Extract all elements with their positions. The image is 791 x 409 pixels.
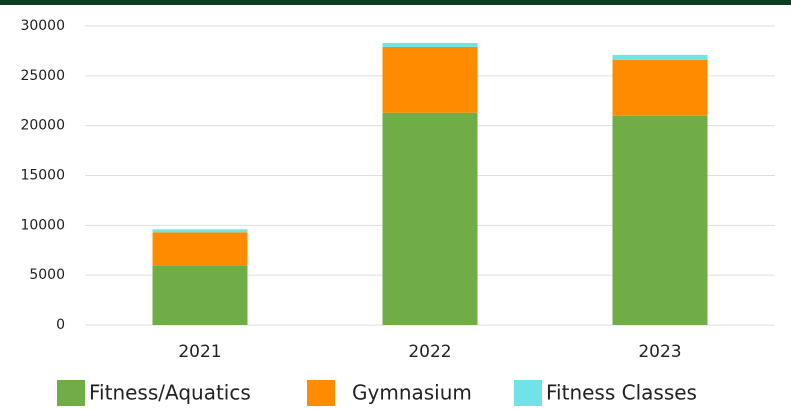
legend-swatch bbox=[514, 380, 542, 406]
x-tick-label: 2022 bbox=[408, 342, 451, 362]
y-tick-label: 0 bbox=[56, 317, 65, 333]
y-tick-label: 15000 bbox=[20, 168, 65, 184]
bar-segment bbox=[612, 59, 708, 116]
bar-segment bbox=[152, 265, 248, 325]
bar-segment bbox=[382, 112, 478, 326]
bar-segment bbox=[152, 232, 248, 266]
y-tick-label: 30000 bbox=[20, 18, 65, 34]
legend-label: Fitness/Aquatics bbox=[89, 381, 251, 405]
legend-label: Fitness Classes bbox=[546, 381, 697, 405]
x-tick-label: 2021 bbox=[178, 342, 221, 362]
bar-segment bbox=[152, 229, 248, 233]
top-band bbox=[0, 0, 791, 5]
bar-segment bbox=[612, 115, 708, 325]
y-tick-label: 10000 bbox=[20, 217, 65, 233]
y-tick-label: 20000 bbox=[20, 118, 65, 134]
x-tick-label: 2023 bbox=[638, 342, 681, 362]
y-tick-label: 5000 bbox=[29, 267, 65, 283]
legend-swatch bbox=[307, 380, 335, 406]
legend-swatch bbox=[57, 380, 85, 406]
legend-label: Gymnasium bbox=[352, 381, 472, 405]
bar-segment bbox=[612, 54, 708, 60]
y-tick-label: 25000 bbox=[20, 68, 65, 84]
bar-segment bbox=[382, 46, 478, 113]
bar-segment bbox=[382, 42, 478, 47]
